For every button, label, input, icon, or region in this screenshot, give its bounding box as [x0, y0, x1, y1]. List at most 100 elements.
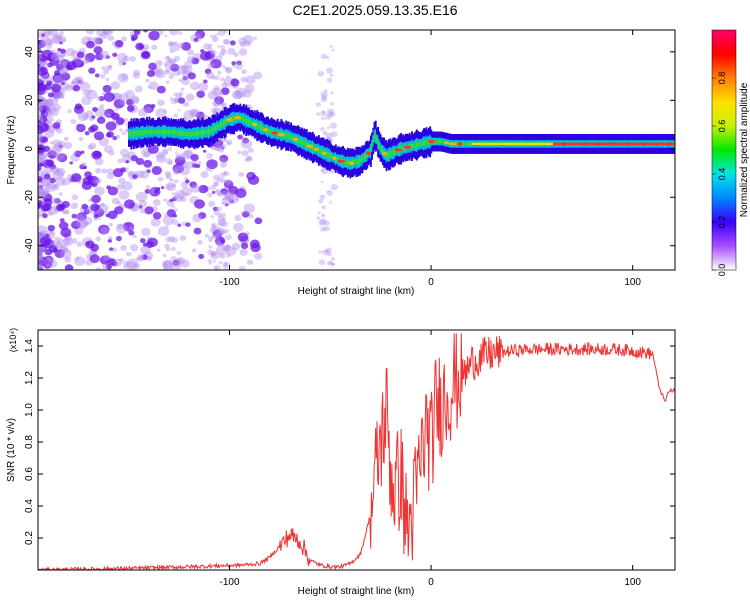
spectrogram-cell	[52, 122, 61, 129]
spectrogram-cell	[219, 161, 227, 168]
spectrogram-cell	[165, 236, 173, 243]
spectrogram-cell	[187, 72, 196, 80]
spectrogram-cell	[330, 131, 338, 138]
spectrogram-cell	[211, 87, 222, 97]
spectrogram-cell	[157, 226, 170, 237]
spectrogram-cell	[213, 181, 219, 186]
spectrogram-cell	[253, 71, 263, 80]
spectrogram-cell	[105, 113, 111, 119]
ridge-line	[613, 142, 616, 146]
ridge-core	[154, 129, 157, 134]
spectrogram-cell	[95, 267, 102, 270]
ridge-line	[534, 142, 537, 146]
ridge-core	[217, 124, 220, 129]
spectrogram-cell	[329, 122, 337, 129]
spectrogram-cell	[242, 34, 254, 45]
spectrogram-cell	[170, 255, 178, 262]
spectrogram-cell	[120, 244, 127, 251]
spectrogram-cell	[228, 244, 231, 248]
spectrogram-cell	[164, 55, 170, 61]
ridge-line	[526, 142, 529, 146]
spectrogram-cell	[43, 31, 50, 37]
spectrogram-cell	[103, 145, 114, 154]
colorbar-tick-label: 0.2	[717, 216, 727, 229]
spectrogram-cell	[247, 174, 260, 185]
ridge-core	[470, 142, 473, 146]
ridge-line	[574, 142, 576, 146]
spectrogram-cell	[146, 256, 153, 262]
ridge-core	[357, 158, 360, 165]
spectrogram-cell	[235, 63, 243, 70]
spectrogram-cell	[222, 264, 229, 270]
ridge-core	[193, 130, 196, 137]
ridge-line	[581, 142, 583, 146]
ridge-line	[569, 142, 571, 146]
spectrogram-cell	[177, 257, 183, 262]
spectrogram-cell	[47, 224, 56, 232]
ridge-core	[212, 126, 215, 133]
spectrogram-cell	[74, 256, 86, 267]
spectrogram-cell	[168, 40, 175, 47]
spectrogram-cell	[317, 211, 321, 215]
spectrogram-cell	[41, 33, 46, 37]
ridge-line	[666, 142, 669, 146]
spectrogram-cell	[38, 265, 44, 270]
spectrogram-cell	[212, 182, 219, 188]
spectrogram-cell	[165, 80, 170, 84]
ridge-core	[207, 129, 210, 135]
ridge-core	[360, 158, 363, 163]
ridge-line	[603, 142, 605, 146]
spectrogram-cell	[243, 203, 255, 214]
spectrogram-cell	[318, 219, 326, 226]
ridge-core	[136, 130, 139, 137]
spectrogram-cell	[207, 46, 213, 52]
ridge-line	[668, 142, 671, 146]
spectrogram-cell	[215, 55, 223, 62]
spectrogram-cell	[220, 137, 227, 143]
ridge-core	[158, 129, 161, 135]
ridge-core	[134, 131, 136, 136]
spectrogram-cell	[117, 158, 124, 164]
spectrogram-cell	[210, 49, 217, 56]
spectrogram-cell	[174, 190, 186, 200]
spectrogram-cell	[51, 183, 60, 191]
spectrogram-cell	[44, 38, 53, 46]
spectrogram-cell	[133, 30, 141, 35]
spectrogram-cell	[206, 152, 214, 159]
spectrogram-cell	[60, 53, 66, 58]
spectrogram-cell	[108, 258, 116, 266]
ridge-core	[463, 142, 465, 146]
spectrogram-cell	[328, 260, 334, 265]
spectrogram-cell	[212, 34, 217, 38]
spectrogram-cell	[93, 36, 102, 44]
spectrogram-cell	[217, 215, 224, 222]
spectrogram-cell	[211, 222, 217, 228]
spectrogram-cell	[163, 267, 168, 270]
ridge-line	[582, 142, 584, 146]
ridge-core	[195, 130, 198, 136]
ridge-core	[242, 116, 245, 123]
spectrogram-cell	[218, 230, 224, 235]
spectrogram-cell	[186, 56, 195, 63]
spectrogram-cell	[128, 226, 135, 231]
ridge-line	[537, 142, 540, 146]
ridge-line	[531, 142, 534, 146]
spectrogram-cell	[220, 188, 229, 195]
ridge-line	[621, 142, 624, 146]
snr-series-line	[38, 333, 675, 570]
ridge-line	[622, 142, 625, 146]
ridge-core	[327, 152, 330, 158]
spectrogram-cell	[38, 152, 47, 163]
spectrogram-cell	[322, 130, 328, 136]
ridge-line	[589, 142, 591, 146]
ridge-core	[153, 129, 156, 134]
ridge-line	[641, 142, 644, 146]
ridge-core	[401, 146, 404, 151]
ridge-core	[201, 129, 204, 136]
ridge-core	[284, 133, 286, 138]
spectrogram-cell	[141, 254, 148, 261]
spectrogram-cell	[141, 227, 151, 237]
spectrogram-cell	[182, 101, 190, 108]
ridge-line	[560, 142, 562, 146]
spectrogram-cell	[38, 104, 44, 114]
